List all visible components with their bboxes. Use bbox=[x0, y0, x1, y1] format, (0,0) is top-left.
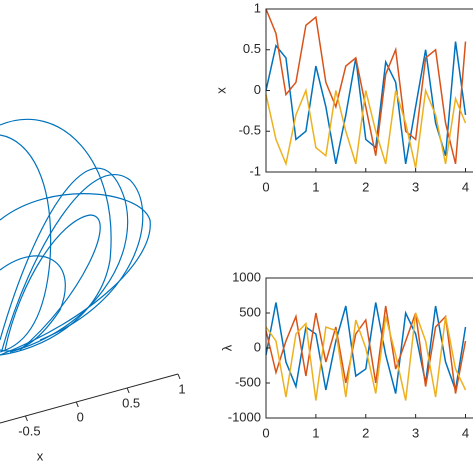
tick-mark bbox=[126, 387, 130, 394]
x-tick-label: 0.5 bbox=[122, 395, 140, 410]
x-tick-label: 0 bbox=[77, 409, 84, 424]
trajectory bbox=[0, 167, 129, 353]
y-tick-label: 0 bbox=[254, 82, 261, 97]
axis-label: x bbox=[37, 448, 44, 463]
x-tick-label: 0 bbox=[262, 425, 269, 440]
series-line bbox=[265, 312, 467, 401]
y-tick-label: 1 bbox=[254, 0, 261, 15]
y-tick-label: -1 bbox=[249, 163, 261, 178]
x-tick-label: 2 bbox=[362, 179, 369, 194]
x-tick-label: 0 bbox=[262, 179, 269, 194]
axis-label: x bbox=[213, 87, 228, 94]
trajectory bbox=[1, 174, 144, 351]
axis-line bbox=[0, 373, 179, 424]
trajectory bbox=[0, 193, 151, 356]
x-tick-label: 3 bbox=[412, 425, 419, 440]
x-tick-label: 2 bbox=[362, 425, 369, 440]
axis-label: λ bbox=[219, 344, 234, 351]
x-tick-label: 3 bbox=[412, 179, 419, 194]
x-tick-label: 1 bbox=[178, 381, 185, 396]
series-line bbox=[265, 41, 467, 164]
x-tick-label: 1 bbox=[312, 179, 319, 194]
trajectory bbox=[4, 214, 101, 351]
y-tick-label: 0 bbox=[254, 339, 261, 354]
tick-mark bbox=[24, 415, 28, 422]
y-tick-label: 1000 bbox=[232, 269, 261, 284]
tick-mark bbox=[177, 373, 181, 380]
x-tick-label: 4 bbox=[462, 179, 469, 194]
trajectory bbox=[0, 134, 52, 353]
trajectory bbox=[0, 255, 66, 352]
y-tick-label: -500 bbox=[235, 374, 261, 389]
tick-mark bbox=[75, 401, 79, 408]
series-line bbox=[265, 302, 467, 394]
y-tick-label: 0.5 bbox=[243, 41, 261, 56]
y-tick-label: -1000 bbox=[228, 409, 261, 424]
x-tick-label: -0.5 bbox=[18, 423, 40, 438]
series-line bbox=[265, 87, 467, 169]
series-line bbox=[265, 305, 467, 394]
x-tick-label: 1 bbox=[312, 425, 319, 440]
y-tick-label: 500 bbox=[239, 304, 261, 319]
x-tick-label: 4 bbox=[462, 425, 469, 440]
y-tick-label: -0.5 bbox=[239, 123, 261, 138]
trajectory bbox=[0, 118, 112, 356]
curve-3d bbox=[0, 118, 151, 356]
series-line bbox=[265, 8, 467, 165]
